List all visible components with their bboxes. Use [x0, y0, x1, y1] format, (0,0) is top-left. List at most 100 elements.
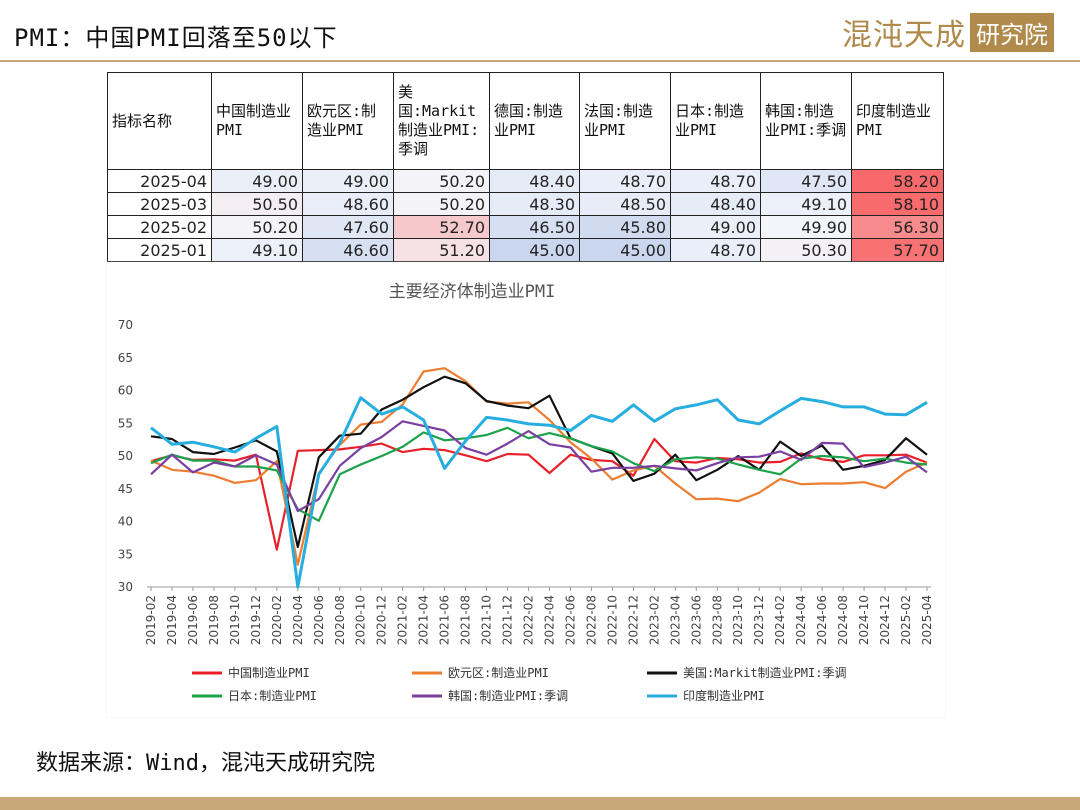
- x-tick-label: 2019-04: [165, 595, 179, 645]
- y-tick-label: 65: [118, 351, 133, 365]
- x-tick-label: 2020-02: [270, 595, 284, 645]
- footer-band: [0, 797, 1080, 810]
- series-line: [150, 420, 928, 513]
- legend-label: 中国制造业PMI: [228, 665, 310, 680]
- table-cell: 48.60: [302, 192, 394, 216]
- header-germany: 德国:制造业PMI: [489, 72, 580, 170]
- table-cell: 56.30: [851, 215, 944, 239]
- table-cell: 50.20: [211, 215, 303, 239]
- header-india: 印度制造业PMI: [851, 72, 944, 170]
- y-tick-label: 40: [118, 515, 133, 529]
- table-cell: 49.00: [211, 169, 303, 193]
- table-cell: 45.00: [489, 238, 580, 262]
- table-cell: 48.40: [489, 169, 580, 193]
- table-cell: 57.70: [851, 238, 944, 262]
- x-tick-label: 2022-06: [563, 595, 577, 645]
- header-indicator: 指标名称: [107, 72, 212, 170]
- x-tick-label: 2019-06: [186, 595, 200, 645]
- x-tick-label: 2019-12: [249, 595, 263, 645]
- series-line: [150, 437, 928, 551]
- table-cell: 58.20: [851, 169, 944, 193]
- legend-label: 日本:制造业PMI: [228, 689, 317, 703]
- row-date: 2025-02: [107, 215, 212, 239]
- x-tick-label: 2024-10: [857, 595, 871, 645]
- slide-title: PMI：中国PMI回落至50以下: [14, 24, 338, 52]
- series-line: [150, 367, 928, 566]
- x-tick-label: 2023-02: [647, 595, 661, 645]
- table-cell: 52.70: [393, 215, 490, 239]
- data-source: 数据来源：Wind，混沌天成研究院: [36, 751, 375, 776]
- x-tick-label: 2023-10: [731, 595, 745, 645]
- header-france: 法国:制造业PMI: [579, 72, 671, 170]
- legend-label: 印度制造业PMI: [683, 688, 765, 703]
- table-cell: 51.20: [393, 238, 490, 262]
- x-tick-label: 2024-02: [773, 595, 787, 645]
- company-logo: 混沌天成 研究院: [842, 12, 1054, 53]
- table-cell: 48.30: [489, 192, 580, 216]
- table-cell: 47.50: [760, 169, 852, 193]
- row-date: 2025-01: [107, 238, 212, 262]
- x-tick-label: 2021-04: [417, 595, 431, 645]
- legend-label: 韩国:制造业PMI:季调: [448, 688, 568, 703]
- y-tick-label: 35: [118, 547, 133, 561]
- x-tick-label: 2022-02: [522, 595, 536, 645]
- x-tick-label: 2020-10: [354, 595, 368, 645]
- table-cell: 49.00: [670, 215, 761, 239]
- x-tick-label: 2021-08: [459, 595, 473, 645]
- table-header-row: 指标名称 中国制造业PMI 欧元区:制造业PMI 美国:Markit制造业PMI…: [107, 72, 944, 170]
- title-divider: [0, 60, 1080, 62]
- legend-label: 美国:Markit制造业PMI:季调: [683, 666, 846, 680]
- series-line: [150, 426, 928, 522]
- x-tick-label: 2020-04: [291, 595, 305, 645]
- y-tick-label: 55: [118, 416, 133, 430]
- pmi-table: 指标名称 中国制造业PMI 欧元区:制造业PMI 美国:Markit制造业PMI…: [107, 72, 944, 262]
- table-cell: 47.60: [302, 215, 394, 239]
- y-tick-label: 60: [118, 384, 133, 398]
- x-tick-label: 2025-02: [899, 595, 913, 645]
- x-tick-label: 2020-06: [312, 595, 326, 645]
- chart-title: 主要经济体制造业PMI: [389, 282, 556, 302]
- x-tick-label: 2025-04: [920, 595, 934, 645]
- table-cell: 48.70: [579, 169, 671, 193]
- chart-svg: 主要经济体制造业PMI 30 35 40 45 50 55 60 65 70 2019-02 2019…: [118, 282, 934, 703]
- table-cell: 48.70: [670, 238, 761, 262]
- header-eurozone: 欧元区:制造业PMI: [302, 72, 394, 170]
- x-tick-label: 2022-12: [626, 595, 640, 645]
- table-cell: 48.40: [670, 192, 761, 216]
- table-cell: 58.10: [851, 192, 944, 216]
- x-tick-label: 2022-04: [542, 595, 556, 645]
- x-tick-label: 2023-12: [752, 595, 766, 645]
- logo-box-text: 研究院: [970, 12, 1054, 52]
- table-row: 2025-04 49.00 49.00 50.20 48.40 48.70 48…: [107, 169, 944, 193]
- header-us: 美国:Markit制造业PMI:季调: [393, 72, 490, 170]
- row-date: 2025-03: [107, 192, 212, 216]
- table-cell: 45.80: [579, 215, 671, 239]
- table-cell: 49.00: [302, 169, 394, 193]
- table-cell: 50.20: [393, 169, 490, 193]
- series-line: [150, 396, 928, 589]
- table-cell: 46.60: [302, 238, 394, 262]
- x-tick-label: 2023-06: [689, 595, 703, 645]
- y-tick-label: 30: [118, 580, 133, 594]
- x-tick-label: 2021-12: [501, 595, 515, 645]
- table-cell: 45.00: [579, 238, 671, 262]
- table-row: 2025-02 50.20 47.60 52.70 46.50 45.80 49…: [107, 215, 944, 239]
- table-cell: 48.50: [579, 192, 671, 216]
- x-tick-label: 2019-10: [228, 595, 242, 645]
- logo-text: 混沌天成: [842, 18, 966, 53]
- x-tick-label: 2019-02: [144, 595, 158, 645]
- x-tick-label: 2024-06: [815, 595, 829, 645]
- table-cell: 46.50: [489, 215, 580, 239]
- table-cell: 49.90: [760, 215, 852, 239]
- pmi-line-chart: 主要经济体制造业PMI 30 35 40 45 50 55 60 65 70 2019-02 2019…: [107, 262, 945, 717]
- y-tick-label: 45: [118, 482, 133, 496]
- table-cell: 50.50: [211, 192, 303, 216]
- header-japan: 日本:制造业PMI: [670, 72, 761, 170]
- x-tick-label: 2019-08: [207, 595, 221, 645]
- table-cell: 50.30: [760, 238, 852, 262]
- x-tick-label: 2024-04: [794, 595, 808, 645]
- series-line: [150, 375, 928, 549]
- x-tick-label: 2021-02: [396, 595, 410, 645]
- y-tick-label: 70: [118, 318, 133, 332]
- x-tick-label: 2023-04: [668, 595, 682, 645]
